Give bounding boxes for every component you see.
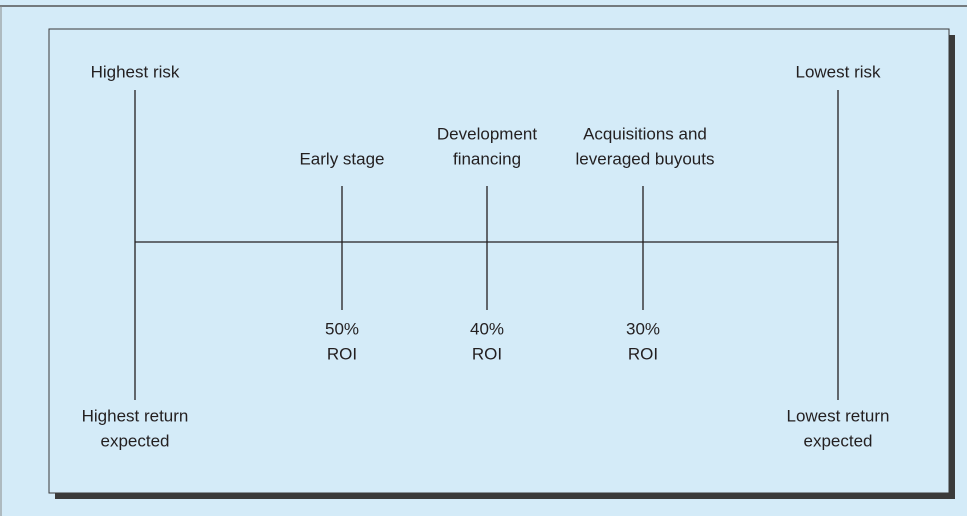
stage-label: Development — [437, 124, 537, 143]
end-top-label: Highest risk — [91, 62, 180, 81]
end-top-label: Lowest risk — [795, 62, 881, 81]
stage-label: Early stage — [299, 149, 384, 168]
stage-label: Acquisitions and — [583, 124, 707, 143]
end-bottom-label: Highest return — [82, 406, 189, 425]
end-bottom-label: expected — [804, 431, 873, 450]
roi-label: 30% — [626, 319, 660, 338]
roi-label: ROI — [628, 344, 658, 363]
end-bottom-label: expected — [101, 431, 170, 450]
stage-label: leveraged buyouts — [576, 149, 715, 168]
roi-label: 50% — [325, 319, 359, 338]
roi-label: ROI — [327, 344, 357, 363]
end-bottom-label: Lowest return — [787, 406, 890, 425]
roi-label: 40% — [470, 319, 504, 338]
roi-label: ROI — [472, 344, 502, 363]
stage-label: financing — [453, 149, 521, 168]
box — [48, 28, 950, 494]
